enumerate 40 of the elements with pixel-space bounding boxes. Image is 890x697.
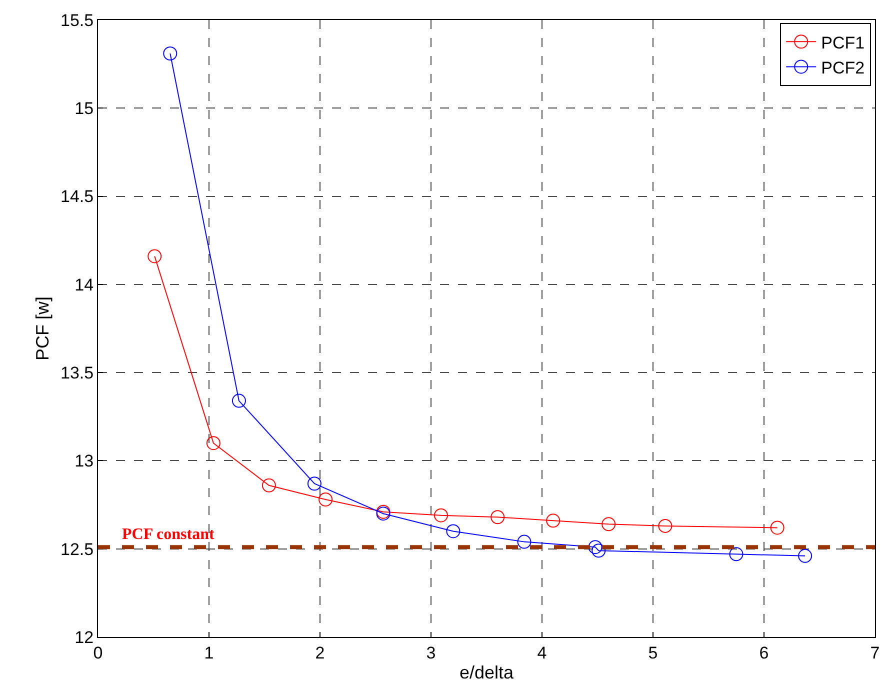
point — [602, 517, 616, 532]
y-tick-label: 14 — [74, 275, 94, 294]
point — [658, 518, 672, 533]
point — [446, 524, 460, 538]
legend-label: PCF2 — [821, 58, 865, 78]
y-tick-label: 14.5 — [60, 187, 94, 206]
point — [729, 547, 744, 562]
x-tick-label: 7 — [870, 643, 880, 662]
point — [588, 540, 602, 554]
point — [770, 520, 784, 535]
point — [798, 548, 812, 563]
point — [262, 478, 276, 492]
point — [307, 476, 322, 491]
point — [592, 544, 606, 558]
x-axis-title: e/delta — [459, 662, 515, 682]
point — [163, 46, 178, 60]
x-tick-label: 3 — [426, 643, 436, 662]
y-tick-label: 13 — [74, 452, 94, 471]
point — [546, 514, 560, 528]
y-tick-label: 15 — [74, 99, 94, 118]
ref-line-label: PCF constant — [122, 526, 215, 543]
y-tick-label: 12 — [74, 628, 94, 647]
y-tick-label: 12.5 — [60, 540, 94, 559]
legend-label: PCF1 — [821, 33, 865, 52]
x-tick-label: 6 — [759, 643, 769, 662]
x-tick-label: 0 — [93, 643, 103, 662]
point — [206, 436, 220, 450]
x-tick-label: 2 — [315, 643, 325, 662]
x-tick-label: 4 — [537, 643, 547, 662]
y-tick-label: 15.5 — [60, 10, 94, 30]
point — [517, 534, 532, 549]
y-tick-label: 13.5 — [60, 364, 94, 383]
point — [490, 510, 505, 524]
x-tick-label: 5 — [648, 643, 658, 662]
point — [434, 508, 448, 522]
y-axis-title: PCF [w] — [32, 296, 53, 361]
point — [232, 394, 246, 408]
x-tick-label: 1 — [204, 643, 214, 662]
point — [318, 492, 333, 506]
point — [148, 249, 162, 264]
